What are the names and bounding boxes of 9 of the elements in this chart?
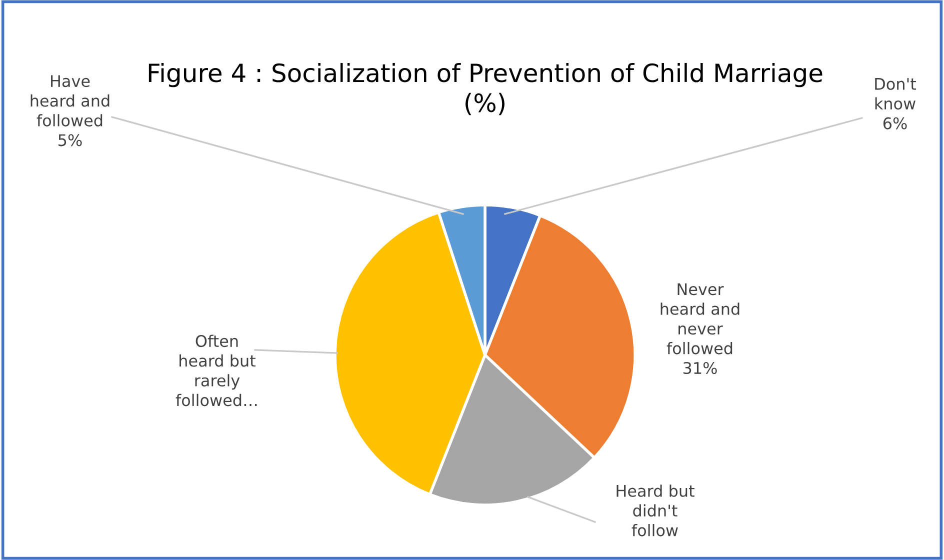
slice-label: Don't know (875, 78, 916, 110)
slice-label: Heard but didn't follow (616, 484, 694, 536)
chart-title: Figure 4 : Socialization of Prevention of Child Marriage (%) (148, 62, 822, 116)
data-label: 5% (58, 134, 82, 146)
slice-label: Never heard and never followed (660, 283, 740, 354)
data-label: 6% (883, 117, 907, 130)
slice-label: Have heard and followed (30, 75, 110, 126)
data-label: 31% (683, 362, 717, 374)
slice-label: Often heard but rarely followed… (176, 334, 257, 406)
